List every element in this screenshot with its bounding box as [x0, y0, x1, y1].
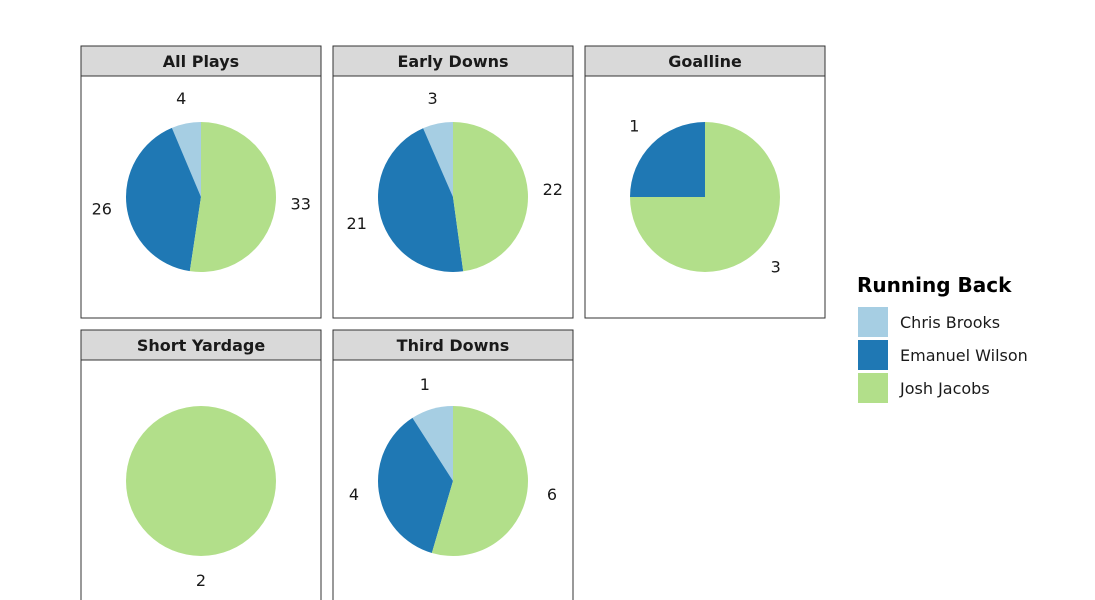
slice-value-label: 21	[347, 214, 367, 233]
slice-chris-brooks	[412, 405, 453, 481]
facet-strip-label: Goalline	[668, 52, 742, 71]
slice-emanuel-wilson	[377, 128, 464, 272]
slice-value-label: 33	[291, 194, 311, 213]
facet-strip	[332, 45, 574, 77]
facet-strip-label: All Plays	[163, 52, 239, 71]
legend-item-josh-jacobs: Josh Jacobs	[858, 373, 990, 403]
facet-strip	[584, 45, 826, 77]
legend: Running Back Chris Brooks Emanuel Wilson J…	[857, 273, 1028, 403]
slice-value-label: 4	[349, 485, 359, 504]
slice-josh-jacobs	[126, 406, 276, 556]
slice-value-label: 2	[196, 571, 206, 590]
legend-item-emanuel-wilson: Emanuel Wilson	[858, 340, 1028, 370]
legend-label: Chris Brooks	[900, 313, 1000, 332]
facet-third-downs: Third Downs 1 4 6	[332, 329, 574, 600]
facet-strip	[80, 45, 322, 77]
facet-goalline: Goalline 1 3	[584, 45, 826, 319]
slice-emanuel-wilson	[630, 122, 705, 197]
slice-value-label: 3	[428, 89, 438, 108]
facet-strip-label: Short Yardage	[137, 336, 266, 355]
slice-josh-jacobs	[453, 122, 529, 272]
facet-strip-label: Third Downs	[397, 336, 510, 355]
facet-strip	[332, 329, 574, 361]
legend-title: Running Back	[857, 273, 1012, 297]
slice-value-label: 4	[176, 89, 186, 108]
slice-josh-jacobs	[189, 122, 276, 272]
slice-emanuel-wilson	[125, 127, 201, 272]
slice-chris-brooks	[423, 122, 453, 197]
facet-all-plays: All Plays 4 26 33	[80, 45, 322, 319]
slice-josh-jacobs	[630, 122, 780, 272]
facet-early-downs: Early Downs 3 21 22	[332, 45, 574, 319]
legend-label: Emanuel Wilson	[900, 346, 1028, 365]
legend-label: Josh Jacobs	[899, 379, 990, 398]
facet-strip	[80, 329, 322, 361]
legend-swatch	[858, 307, 888, 337]
slice-value-label: 1	[629, 116, 639, 135]
slice-value-label: 1	[420, 375, 430, 394]
slice-value-label: 3	[771, 258, 781, 277]
slice-value-label: 6	[547, 485, 557, 504]
slice-value-label: 26	[92, 199, 112, 218]
facet-strip-label: Early Downs	[397, 52, 508, 71]
slice-josh-jacobs	[431, 406, 528, 556]
legend-item-chris-brooks: Chris Brooks	[858, 307, 1000, 337]
slice-emanuel-wilson	[377, 417, 453, 553]
facet-short-yardage: Short Yardage 2	[80, 329, 322, 600]
legend-items: Chris Brooks Emanuel Wilson Josh Jacobs	[858, 307, 1028, 403]
legend-swatch	[858, 373, 888, 403]
slice-chris-brooks	[171, 122, 201, 197]
legend-swatch	[858, 340, 888, 370]
slice-value-label: 22	[543, 180, 563, 199]
